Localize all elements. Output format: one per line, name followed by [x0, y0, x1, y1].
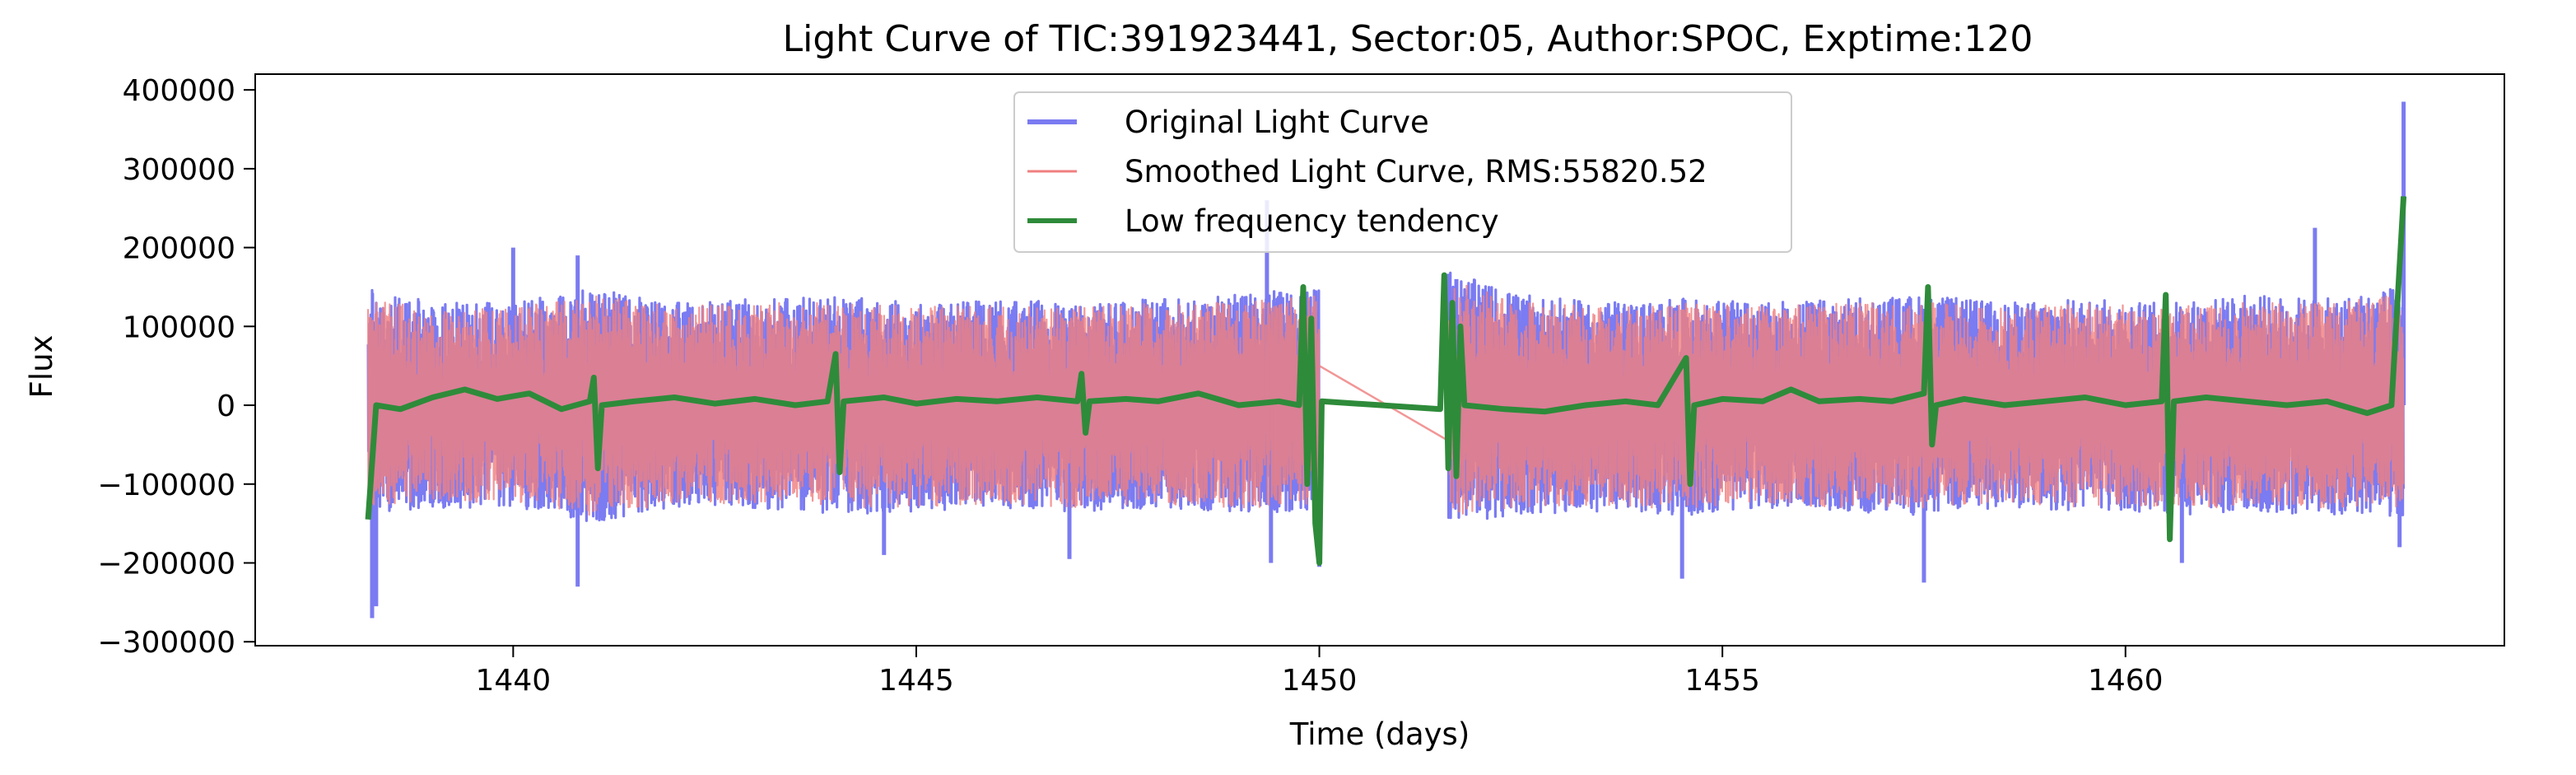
- x-axis-label: Time (days): [1289, 717, 1470, 752]
- chart-title: Light Curve of TIC:391923441, Sector:05,…: [783, 18, 2033, 60]
- y-tick-label-7: 400000: [123, 74, 235, 108]
- plot-area: [365, 101, 2407, 619]
- x-tick-label-0: 1440: [476, 664, 552, 698]
- smoothed-trace-segment-1: [1447, 284, 2405, 515]
- legend-label-original: Original Light Curve: [1125, 105, 1429, 140]
- plot-frame: [254, 73, 2505, 647]
- y-tick-label-3: 0: [217, 390, 235, 423]
- x-tick-label-3: 1455: [1684, 664, 1760, 698]
- y-tick-label-2: −100000: [97, 469, 235, 502]
- y-tick-label-5: 200000: [123, 232, 235, 266]
- x-axis: 1440 1445 1450 1455 1460: [476, 646, 2164, 698]
- legend-label-smoothed: Smoothed Light Curve, RMS:55820.52: [1125, 154, 1707, 189]
- y-tick-label-0: −300000: [97, 626, 235, 660]
- low-frequency-tendency-series: [365, 196, 2407, 566]
- y-axis-label: Flux: [24, 335, 59, 399]
- trend-line: [365, 196, 2407, 566]
- x-tick-label-2: 1450: [1282, 664, 1358, 698]
- y-tick-label-6: 300000: [123, 153, 235, 187]
- y-tick-label-1: −200000: [97, 547, 235, 581]
- legend-box: [1013, 91, 1792, 253]
- legend-label-trend: Low frequency tendency: [1125, 203, 1499, 239]
- x-tick-label-1: 1445: [878, 664, 954, 698]
- y-axis: −300000 −200000 −100000 0 100000 200000 300000…: [97, 74, 255, 660]
- legend: Original Light Curve Smoothed Light Curv…: [1013, 91, 1792, 253]
- x-tick-label-4: 1460: [2088, 664, 2164, 698]
- y-tick-label-4: 100000: [123, 310, 235, 344]
